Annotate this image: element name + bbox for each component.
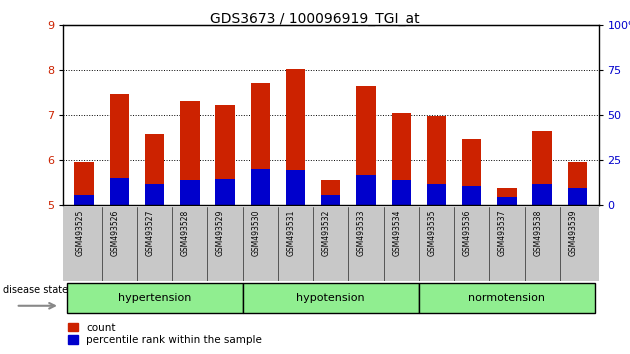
Bar <box>427 116 446 205</box>
Bar <box>180 181 200 205</box>
Bar <box>243 283 419 313</box>
Bar <box>215 179 235 205</box>
Text: hypotension: hypotension <box>297 293 365 303</box>
Text: GSM493537: GSM493537 <box>498 209 507 256</box>
Text: GSM493525: GSM493525 <box>75 209 84 256</box>
Bar <box>419 283 595 313</box>
Text: GSM493531: GSM493531 <box>287 209 295 256</box>
Bar <box>74 195 94 205</box>
Bar <box>74 161 94 205</box>
Bar <box>110 178 129 205</box>
Bar <box>67 283 243 313</box>
Text: GSM493539: GSM493539 <box>568 209 577 256</box>
Text: GDS3673 / 100096919_TGI_at: GDS3673 / 100096919_TGI_at <box>210 12 420 27</box>
Text: GSM493533: GSM493533 <box>357 209 366 256</box>
Text: GSM493528: GSM493528 <box>181 209 190 256</box>
Bar <box>180 101 200 205</box>
Bar <box>321 195 340 205</box>
Bar <box>462 138 481 205</box>
Text: GSM493538: GSM493538 <box>533 209 542 256</box>
Bar <box>497 197 517 205</box>
Bar <box>286 69 305 205</box>
Bar <box>251 82 270 205</box>
Bar <box>110 94 129 205</box>
Bar <box>391 113 411 205</box>
Bar <box>357 175 375 205</box>
Bar <box>321 181 340 205</box>
Bar <box>427 184 446 205</box>
Bar <box>251 169 270 205</box>
Bar <box>145 134 164 205</box>
Bar <box>215 105 235 205</box>
Text: disease state: disease state <box>3 285 68 295</box>
Bar <box>462 186 481 205</box>
Text: GSM493529: GSM493529 <box>216 209 225 256</box>
Bar <box>391 181 411 205</box>
Text: GSM493535: GSM493535 <box>427 209 437 256</box>
Text: normotension: normotension <box>468 293 546 303</box>
Bar <box>286 170 305 205</box>
Text: GSM493526: GSM493526 <box>110 209 119 256</box>
Text: GSM493527: GSM493527 <box>146 209 154 256</box>
Text: GSM493534: GSM493534 <box>392 209 401 256</box>
Bar <box>497 188 517 205</box>
Text: GSM493530: GSM493530 <box>251 209 260 256</box>
Legend: count, percentile rank within the sample: count, percentile rank within the sample <box>68 322 262 345</box>
Text: GSM493536: GSM493536 <box>462 209 472 256</box>
Bar <box>568 161 587 205</box>
Bar <box>357 86 375 205</box>
Bar <box>532 184 552 205</box>
Bar <box>568 188 587 205</box>
Bar <box>145 184 164 205</box>
Text: hypertension: hypertension <box>118 293 192 303</box>
Text: GSM493532: GSM493532 <box>322 209 331 256</box>
Bar <box>532 131 552 205</box>
